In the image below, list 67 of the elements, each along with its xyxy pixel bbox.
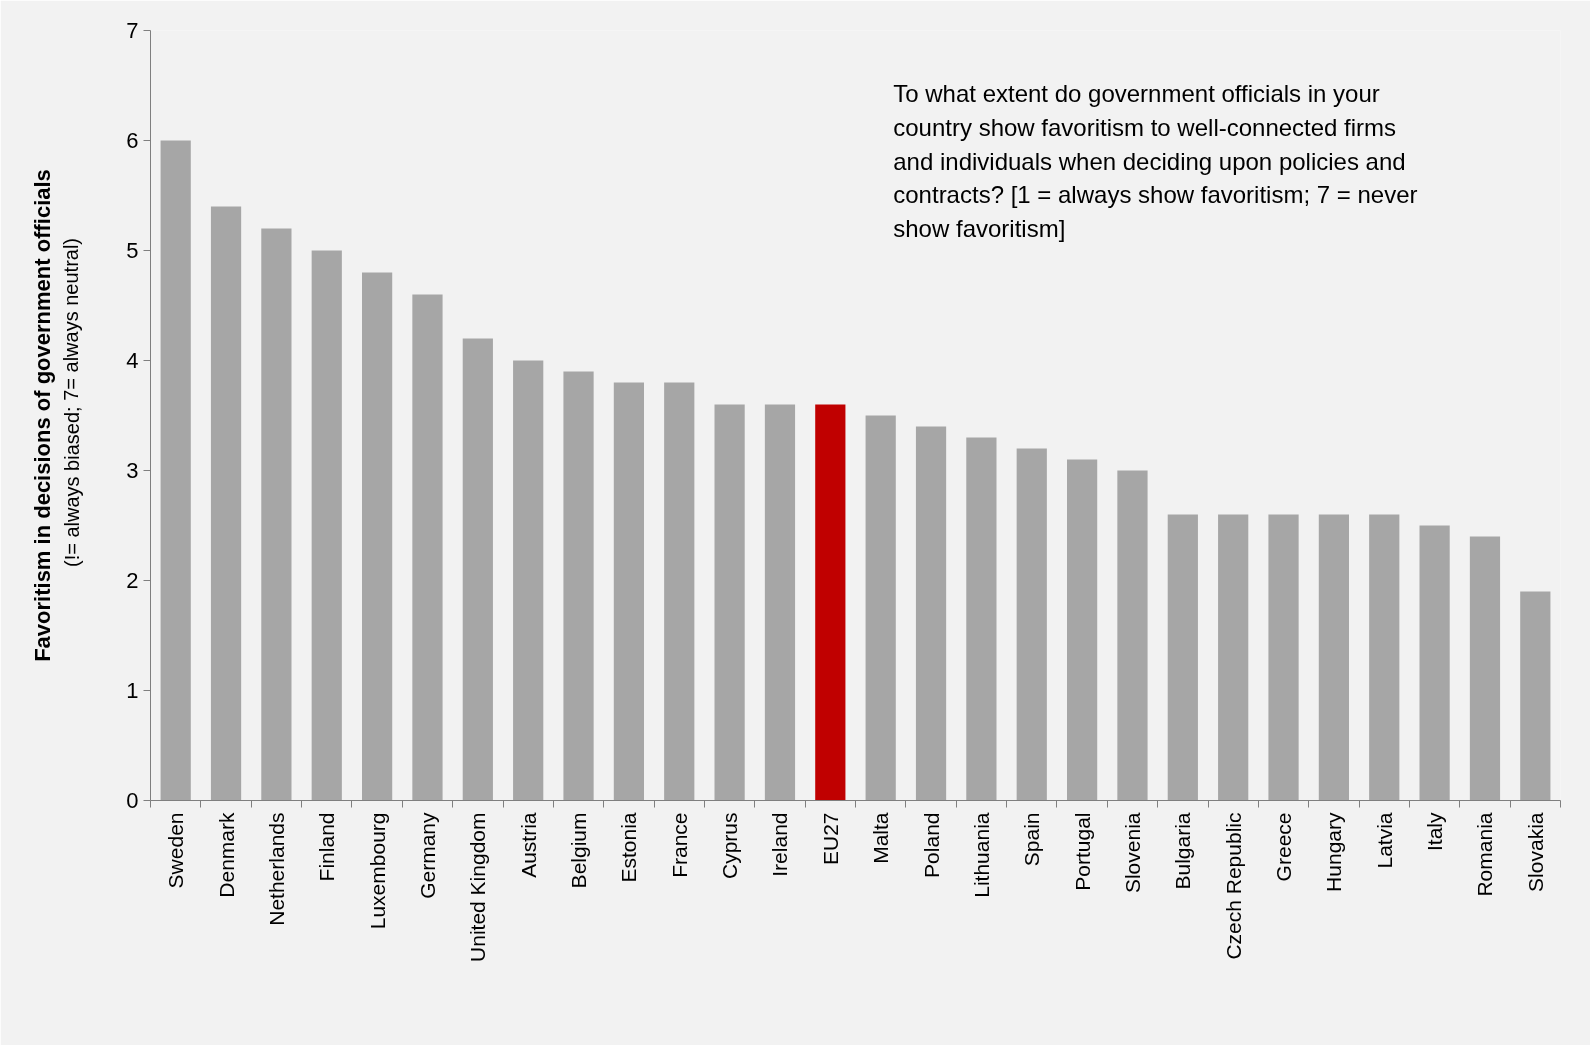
- x-tick-label: Slovakia: [1523, 812, 1547, 892]
- bar: [1117, 470, 1148, 801]
- x-tick-label: Sweden: [164, 812, 188, 889]
- bar: [764, 404, 796, 801]
- x-tick-label: Poland: [919, 812, 943, 878]
- x-tick-label: Denmark: [214, 812, 238, 898]
- x-tick-label: Belgium: [567, 812, 591, 889]
- bar: [1520, 591, 1551, 801]
- x-tick-label: Hungary: [1322, 812, 1346, 892]
- y-tick-label: 5: [126, 238, 139, 263]
- bar: [714, 404, 745, 801]
- text: (!= always biased; 7= always neutral): [60, 237, 83, 568]
- y-tick-label: 7: [126, 18, 139, 43]
- x-tick-label: Romania: [1473, 812, 1497, 897]
- bar: [1469, 536, 1501, 801]
- x-tick-label: Cyprus: [718, 812, 742, 880]
- bar: [563, 371, 594, 801]
- x-tick-label: Portugal: [1070, 812, 1094, 891]
- bar: [1419, 525, 1450, 801]
- bar: [1318, 514, 1349, 801]
- y-tick-label: 0: [126, 788, 139, 813]
- bar: [311, 250, 342, 801]
- x-tick-label: Netherlands: [264, 812, 288, 926]
- bar: [664, 382, 695, 801]
- x-tick-label: Lithuania: [969, 812, 993, 898]
- x-tick-label: Spain: [1020, 812, 1044, 867]
- x-tick-label: Italy: [1423, 812, 1447, 852]
- bar: [815, 404, 846, 801]
- bar: [613, 382, 644, 801]
- y-axis-title: Favoritism in decisions of government officials: [30, 169, 56, 662]
- bar: [261, 228, 292, 801]
- x-tick-label: Greece: [1272, 812, 1296, 882]
- bar: [966, 437, 997, 801]
- x-tick-label: Czech Republic: [1221, 812, 1245, 960]
- bar: [915, 426, 947, 801]
- bar: [1067, 459, 1098, 801]
- bar: [1016, 448, 1047, 801]
- annotation: To what extent do government officials in your country show favoritism to well-connected firms and individuals when deciding upon policies and contracts? [1 = always show favoritism; 7 = never show favoritism]: [893, 80, 1418, 242]
- y-tick-label: 6: [126, 128, 139, 153]
- x-tick-label: Luxembourg: [365, 812, 389, 930]
- x-tick-label: Bulgaria: [1171, 812, 1195, 890]
- bar: [513, 360, 544, 801]
- y-tick-label: 1: [126, 678, 139, 703]
- x-tick-label: EU27: [818, 812, 842, 866]
- x-tick-label: France: [667, 812, 691, 878]
- x-tick-label: Latvia: [1372, 812, 1396, 869]
- bar: [412, 294, 443, 801]
- y-tick-label: 2: [126, 568, 139, 593]
- bar: [1218, 514, 1249, 801]
- x-tick-label: Austria: [516, 812, 540, 878]
- bar: [362, 272, 393, 801]
- x-tick-label: Estonia: [617, 812, 641, 883]
- y-tick-label: 3: [126, 458, 139, 483]
- x-tick-label: United Kingdom: [466, 812, 490, 962]
- x-tick-label: Slovenia: [1120, 812, 1144, 894]
- bar: [160, 140, 191, 801]
- x-tick-label: Finland: [315, 812, 339, 882]
- x-tick-label: Ireland: [768, 812, 792, 877]
- bar: [865, 415, 896, 801]
- x-tick-label: Malta: [869, 812, 893, 864]
- y-tick-label: 4: [126, 348, 139, 373]
- x-tick-label: Germany: [415, 812, 439, 899]
- bar: [462, 338, 493, 801]
- bar: [1369, 514, 1400, 801]
- bar: [1268, 514, 1299, 801]
- bar: [210, 206, 242, 801]
- bar: [1167, 514, 1198, 801]
